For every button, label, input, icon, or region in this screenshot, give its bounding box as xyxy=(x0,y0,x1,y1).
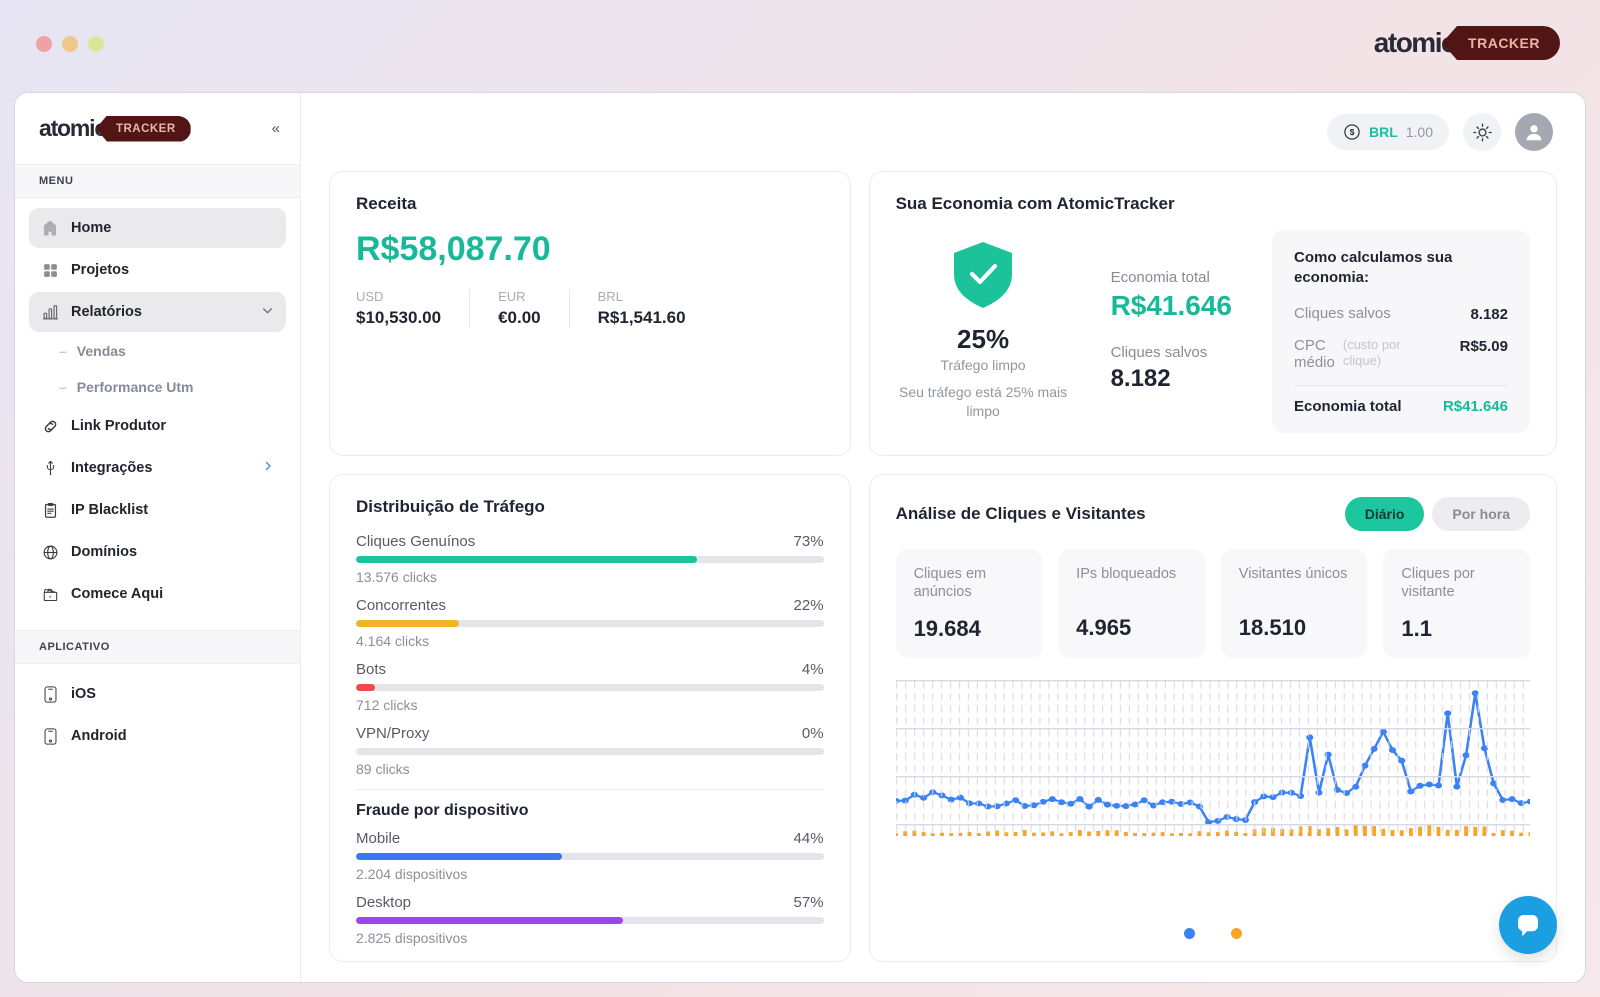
svg-text:$: $ xyxy=(1350,128,1355,137)
